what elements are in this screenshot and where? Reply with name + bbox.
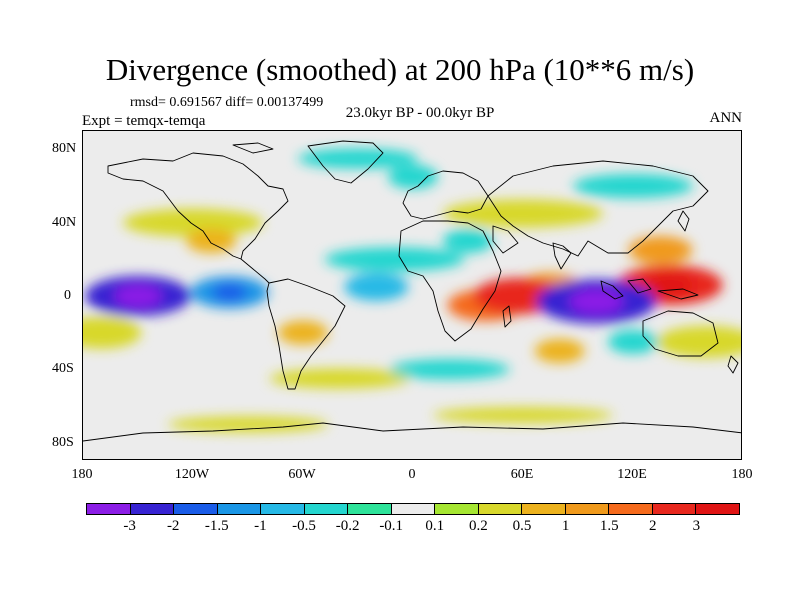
colorbar-label: -1.5: [204, 518, 229, 534]
colorbar-box: [478, 504, 523, 514]
colorbar-label: 1: [561, 518, 570, 534]
y-tick-0: 0: [64, 288, 71, 303]
field-band: [168, 416, 328, 433]
field-feature-core: [212, 283, 248, 302]
coast-japan: [677, 210, 690, 232]
field-band: [573, 174, 693, 198]
colorbar-label: -0.5: [292, 518, 316, 534]
colorbar-box: [87, 504, 131, 514]
field-band: [389, 359, 510, 380]
colorbar-label: 2: [649, 518, 657, 534]
field-feature: [278, 320, 328, 345]
x-tick-120w: 120W: [174, 467, 210, 482]
field-feature: [608, 329, 658, 354]
colorbar-box: [130, 504, 175, 514]
field-feature-core: [569, 289, 624, 314]
map-title: Divergence (smoothed) at 200 hPa (10**6 …: [105, 52, 695, 87]
coast-central-america: [240, 258, 270, 284]
field-feature: [534, 339, 585, 363]
field-feature-core: [645, 274, 694, 296]
field-band: [324, 247, 465, 272]
x-tick-0: 0: [408, 467, 416, 482]
coast-borneo: [627, 278, 652, 294]
season-label: ANN: [709, 110, 743, 126]
experiment-label: Expt = temqx-temqa: [82, 113, 206, 129]
coast-new-zealand: [727, 355, 739, 374]
field-band: [123, 208, 263, 237]
colorbar-label: 0.1: [425, 518, 445, 534]
field-feature: [443, 229, 493, 253]
colorbar-box: [565, 504, 610, 514]
x-tick-120e: 120E: [617, 467, 647, 482]
x-tick-60e: 60E: [510, 467, 534, 482]
colorbar-box: [261, 504, 305, 514]
colorbar-box: [174, 504, 218, 514]
field-feature: [344, 272, 409, 301]
colorbar-label: -0.2: [335, 518, 360, 534]
x-tick-180e: 180: [731, 467, 753, 482]
field-band: [443, 199, 603, 228]
colorbar: [86, 503, 740, 515]
coast-madagascar: [502, 305, 512, 328]
field-band: [656, 325, 741, 358]
coast-new-guinea: [657, 288, 699, 300]
colorbar-box: [217, 504, 262, 514]
colorbar-label: -3: [123, 518, 136, 534]
stats-subtitle: rmsd= 0.691567 diff= 0.00137499: [130, 95, 324, 110]
x-tick-180w: 180: [71, 467, 93, 482]
y-tick-40s: 40S: [52, 361, 74, 376]
field-feature: [388, 164, 438, 189]
colorbar-box: [609, 504, 653, 514]
y-tick-80n: 80N: [52, 141, 77, 156]
coast-south-america: [266, 278, 346, 390]
colorbar-label: 0.2: [469, 518, 488, 534]
coast-greenland: [307, 140, 384, 184]
coast-asia: [487, 160, 709, 257]
colorbar-box: [522, 504, 566, 514]
colorbar-label: 3: [692, 518, 701, 534]
divergence-map: [82, 130, 742, 460]
field-feature-core: [498, 286, 541, 306]
coastlines: [83, 140, 741, 442]
field-band: [298, 148, 418, 169]
colorbar-label: 0.5: [512, 518, 532, 534]
coast-arctic-islands: [232, 142, 274, 154]
colorbar-label: -0.1: [379, 518, 404, 534]
coast-north-america: [107, 152, 289, 260]
colorbar-box: [652, 504, 697, 514]
colorbar-box: [304, 504, 349, 514]
period-label: 23.0kyr BP - 00.0kyr BP: [345, 105, 495, 121]
coast-arabia: [492, 225, 519, 254]
colorbar-box: [696, 504, 739, 514]
coast-antarctica: [83, 422, 741, 442]
x-tick-60w: 60W: [288, 467, 316, 482]
coast-africa: [398, 220, 502, 342]
colorbar-box: [348, 504, 392, 514]
colorbar-label: -1: [254, 518, 267, 534]
y-tick-40n: 40N: [52, 215, 77, 230]
field-band: [433, 407, 613, 424]
field-band: [83, 316, 142, 349]
coast-australia: [642, 310, 719, 357]
coast-sumatra: [600, 280, 624, 300]
colorbar-label: 1.5: [599, 518, 619, 534]
y-tick-80s: 80S: [52, 435, 74, 450]
colorbar-label: -2: [166, 518, 180, 534]
coast-india: [552, 242, 572, 270]
colorbar-box: [435, 504, 479, 514]
field-feature-core: [114, 285, 162, 307]
field-feature: [628, 236, 693, 265]
field-band: [269, 368, 410, 389]
field-feature: [186, 229, 237, 253]
colorbar-box: [391, 504, 436, 514]
